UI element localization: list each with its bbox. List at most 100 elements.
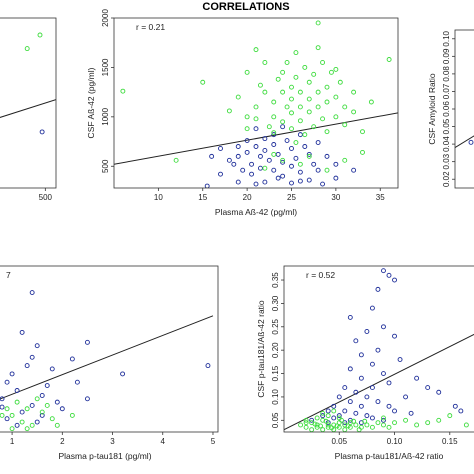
data-point-blue (249, 161, 255, 167)
data-point-green (333, 66, 339, 72)
data-point-green (386, 424, 392, 430)
data-point-green (244, 69, 250, 75)
y-tick-label: 0.10 (442, 30, 451, 46)
data-point-green (324, 99, 330, 105)
data-point-blue (375, 399, 381, 405)
data-point-green (297, 89, 303, 95)
data-point-green (463, 422, 469, 428)
data-point-green (386, 57, 392, 62)
data-point-green (306, 96, 312, 102)
data-point-blue (54, 399, 60, 405)
data-point-green (257, 82, 263, 88)
data-point-blue (306, 177, 312, 183)
data-point-green (275, 76, 281, 82)
data-point-blue (397, 357, 403, 362)
data-point-green (353, 422, 359, 428)
data-point-blue (218, 146, 223, 151)
data-point-blue (358, 352, 364, 358)
data-point-blue (289, 180, 294, 186)
data-point-blue (29, 354, 35, 360)
data-point-green (297, 104, 303, 110)
x-tick-label: 2 (60, 437, 65, 446)
y-tick-label: 0.05 (442, 118, 451, 134)
regression-line (284, 333, 474, 431)
data-point-blue (120, 371, 126, 377)
data-point-blue (235, 144, 241, 149)
data-point-green (339, 417, 344, 423)
data-point-green (351, 109, 357, 115)
data-point-blue (19, 329, 25, 335)
data-point-blue (253, 181, 259, 187)
data-point-blue (49, 366, 55, 372)
data-point-green (329, 425, 334, 431)
y-tick-label: 0.02 (442, 171, 451, 187)
data-point-blue (231, 161, 237, 167)
data-point-green (314, 422, 320, 428)
y-tick-label: 0.20 (271, 342, 280, 358)
data-point-blue (425, 385, 431, 391)
data-point-blue (315, 167, 321, 173)
data-point-blue (69, 356, 75, 362)
data-point-blue (386, 272, 392, 278)
data-point-blue (29, 402, 35, 408)
y-axis-label: CSF Amyloid Ratio (427, 73, 437, 145)
data-point-blue (289, 146, 294, 151)
x-axis-label: Plasma p-tau181 (pg/ml) (58, 451, 151, 461)
data-point-green (403, 417, 409, 423)
x-tick-label: 15 (198, 193, 207, 202)
data-point-green (297, 161, 303, 167)
data-point-green (342, 422, 348, 428)
data-point-blue (342, 420, 348, 426)
data-point-green (324, 84, 330, 90)
data-point-blue (320, 413, 326, 419)
data-point-green (312, 421, 318, 427)
data-point-blue (275, 151, 281, 157)
data-point-blue (336, 394, 342, 400)
data-point-blue (39, 129, 45, 135)
y-tick-label: 500 (101, 159, 110, 173)
data-point-green (200, 79, 206, 85)
data-point-green (297, 118, 303, 124)
plot-area-bottom-left (0, 290, 214, 432)
data-point-blue (218, 171, 223, 177)
data-point-blue (381, 324, 386, 330)
data-point-blue (280, 159, 286, 165)
data-point-blue (271, 142, 277, 147)
x-tick-label: 20 (243, 193, 252, 202)
x-tick-label: 30 (331, 193, 340, 202)
data-point-blue (353, 389, 359, 395)
data-point-green (381, 415, 386, 421)
data-point-green (235, 94, 241, 100)
data-point-blue (458, 408, 464, 414)
plot-area-top-left (0, 32, 56, 135)
data-point-green (253, 47, 259, 53)
data-point-blue (381, 417, 386, 423)
data-point-green (293, 140, 299, 145)
data-point-blue (392, 408, 397, 414)
data-point-green (311, 124, 317, 130)
x-tick-label: 0.05 (331, 437, 347, 446)
data-point-green (303, 420, 309, 426)
correlation-label: 7 (6, 270, 11, 280)
data-point-blue (358, 375, 364, 381)
data-point-blue (468, 139, 474, 145)
data-point-green (369, 424, 375, 430)
data-point-blue (347, 399, 353, 405)
data-point-blue (311, 161, 317, 167)
data-point-blue (353, 410, 359, 416)
data-point-green (331, 408, 337, 414)
data-point-blue (353, 338, 359, 344)
data-point-blue (452, 403, 458, 409)
data-point-green (342, 427, 348, 432)
data-point-blue (74, 379, 80, 385)
panel-top-left: 500 (0, 17, 57, 202)
data-point-green (49, 416, 55, 422)
data-point-green (280, 119, 286, 125)
data-point-blue (253, 144, 259, 149)
data-point-blue (347, 314, 353, 320)
data-point-blue (358, 403, 364, 409)
y-axis-label: CSF Aß-42 (pg/ml) (86, 67, 96, 138)
data-point-green (262, 60, 268, 65)
data-point-green (342, 157, 348, 163)
data-point-blue (381, 268, 386, 274)
